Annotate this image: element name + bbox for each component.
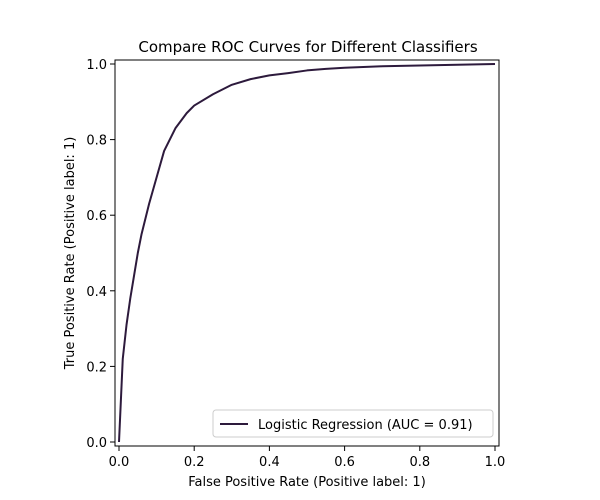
plot-frame <box>114 59 500 447</box>
y-tick-label: 0.0 <box>86 436 107 451</box>
x-tick-label: 0.2 <box>184 455 205 470</box>
y-tick-label: 0.2 <box>86 360 107 375</box>
x-tick-label: 1.0 <box>485 455 506 470</box>
x-tick-label: 0.0 <box>109 455 130 470</box>
legend: Logistic Regression (AUC = 0.91) <box>212 409 494 438</box>
x-axis: 0.0 0.2 0.4 0.6 0.8 1.0 <box>109 446 506 470</box>
x-tick-label: 0.6 <box>334 455 355 470</box>
y-tick-label: 0.8 <box>86 134 107 149</box>
x-tick-label: 0.4 <box>259 455 280 470</box>
y-tick-label: 0.6 <box>86 209 107 224</box>
plot-area <box>114 59 500 447</box>
legend-label-logistic-regression: Logistic Regression (AUC = 0.91) <box>258 418 473 433</box>
y-axis: 0.0 0.2 0.4 0.6 0.8 1.0 <box>86 58 115 451</box>
x-tick-label: 0.8 <box>409 455 430 470</box>
y-tick-label: 0.4 <box>86 285 107 300</box>
y-axis-label: True Positive Rate (Positive label: 1) <box>63 137 78 371</box>
x-axis-label: False Positive Rate (Positive label: 1) <box>188 475 426 490</box>
series-line-group <box>118 63 496 443</box>
series-line-logistic-regression <box>118 63 496 443</box>
chart-title: Compare ROC Curves for Different Classif… <box>138 38 477 56</box>
y-tick-label: 1.0 <box>86 58 107 73</box>
legend-box <box>212 409 494 438</box>
